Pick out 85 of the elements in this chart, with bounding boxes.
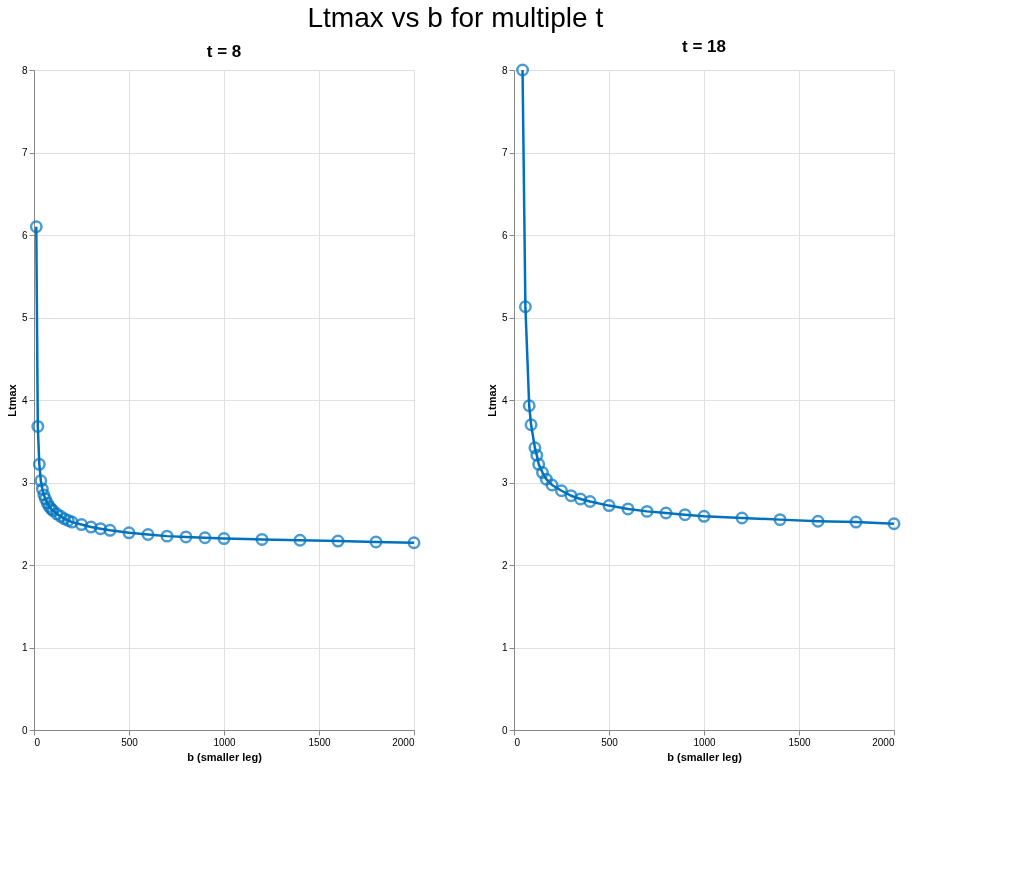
point bbox=[31, 419, 45, 433]
y-tick-label: 7 bbox=[21, 147, 28, 158]
x-tick-label: 2000 bbox=[872, 736, 895, 748]
point bbox=[773, 513, 787, 527]
x-tick-label: 1000 bbox=[213, 736, 237, 748]
point bbox=[811, 514, 825, 528]
point bbox=[84, 520, 98, 534]
point bbox=[141, 527, 155, 541]
point bbox=[61, 513, 75, 527]
y-tick-label: 4 bbox=[21, 394, 28, 406]
point bbox=[849, 515, 863, 529]
point bbox=[35, 482, 49, 496]
point bbox=[38, 492, 52, 506]
y-tick-label: 7 bbox=[501, 147, 508, 158]
point bbox=[735, 511, 749, 525]
y-tick-label: 4 bbox=[501, 394, 508, 406]
point bbox=[555, 484, 568, 498]
y-tick-label: 6 bbox=[21, 229, 28, 241]
chart-title: t = 8 bbox=[206, 42, 242, 61]
point bbox=[103, 523, 117, 537]
x-tick-label: 1000 bbox=[693, 736, 717, 748]
point bbox=[659, 506, 673, 520]
y-tick-label: 3 bbox=[21, 477, 28, 488]
point bbox=[522, 399, 536, 413]
point bbox=[75, 518, 88, 532]
y-tick-label: 8 bbox=[21, 64, 28, 76]
y-tick-label: 5 bbox=[21, 312, 28, 323]
x-tick-label: 2000 bbox=[392, 736, 415, 748]
y-tick-label: 2 bbox=[21, 559, 28, 571]
point bbox=[293, 533, 307, 547]
y-tick-label: 3 bbox=[501, 477, 508, 488]
y-tick-label: 1 bbox=[501, 642, 508, 653]
chart-title: t = 18 bbox=[682, 36, 726, 56]
y-tick-label: 6 bbox=[501, 229, 508, 241]
point bbox=[255, 532, 269, 546]
point bbox=[94, 522, 107, 536]
point bbox=[574, 492, 587, 506]
point bbox=[697, 509, 711, 523]
x-tick-label: 500 bbox=[121, 736, 139, 748]
y-tick-label: 2 bbox=[501, 559, 508, 571]
y-axis-title: Ltmax bbox=[5, 383, 18, 417]
x-tick-label: 0 bbox=[514, 736, 521, 748]
y-tick-label: 0 bbox=[501, 724, 508, 736]
point bbox=[621, 502, 635, 516]
point bbox=[532, 457, 546, 471]
point bbox=[530, 448, 544, 462]
point bbox=[678, 508, 692, 522]
point bbox=[887, 517, 901, 531]
x-axis-title: b (smaller leg) bbox=[667, 750, 743, 763]
point bbox=[539, 472, 553, 486]
point bbox=[122, 526, 136, 540]
point bbox=[160, 529, 174, 543]
point bbox=[564, 489, 578, 503]
point bbox=[331, 534, 345, 548]
point bbox=[217, 532, 231, 546]
point bbox=[524, 418, 538, 432]
y-tick-label: 1 bbox=[21, 642, 28, 653]
point bbox=[536, 466, 549, 480]
point bbox=[640, 504, 654, 518]
point bbox=[29, 220, 43, 234]
x-tick-label: 500 bbox=[601, 736, 619, 748]
y-tick-label: 5 bbox=[501, 312, 508, 323]
point bbox=[583, 494, 597, 508]
y-tick-label: 0 bbox=[21, 724, 28, 736]
point bbox=[179, 530, 193, 544]
point bbox=[369, 535, 383, 549]
x-axis-title: b (smaller leg) bbox=[187, 750, 263, 763]
point bbox=[198, 531, 212, 545]
point bbox=[545, 478, 559, 492]
point bbox=[602, 499, 616, 513]
point bbox=[518, 300, 532, 314]
point bbox=[32, 457, 46, 471]
point bbox=[34, 474, 48, 488]
text: Ltmax vs b for multiple t bbox=[307, 2, 604, 34]
point bbox=[516, 63, 530, 77]
x-tick-label: 1500 bbox=[308, 736, 332, 748]
point bbox=[407, 536, 421, 550]
point bbox=[528, 441, 542, 455]
x-tick-label: 1500 bbox=[788, 736, 812, 748]
point bbox=[65, 515, 79, 529]
point bbox=[37, 488, 51, 502]
y-tick-label: 8 bbox=[501, 64, 508, 76]
point bbox=[50, 507, 64, 521]
y-axis-title: Ltmax bbox=[485, 383, 498, 417]
x-tick-label: 0 bbox=[34, 736, 41, 748]
